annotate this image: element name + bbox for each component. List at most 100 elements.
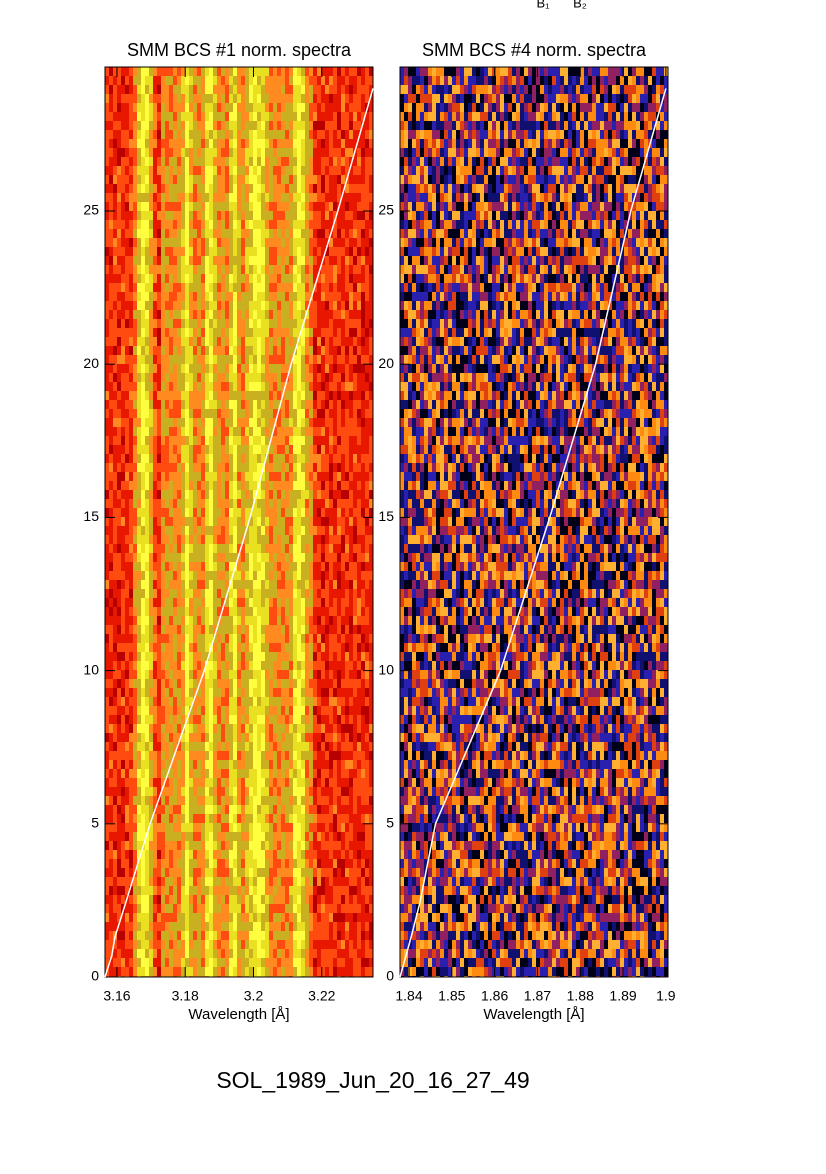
heatmap-cell — [153, 364, 157, 373]
heatmap-cell — [233, 67, 237, 76]
heatmap-cell — [253, 292, 257, 301]
heatmap-cell — [245, 157, 249, 166]
heatmap-cell — [201, 814, 205, 823]
heatmap-cell — [145, 679, 149, 688]
heatmap-cell — [209, 562, 213, 571]
heatmap-cell — [217, 337, 221, 346]
heatmap-cell — [153, 553, 157, 562]
heatmap-cell — [277, 67, 281, 76]
heatmap-cell — [145, 814, 149, 823]
heatmap-cell — [205, 967, 209, 976]
heatmap-cell — [105, 247, 109, 256]
heatmap-cell — [257, 229, 261, 238]
heatmap-cell — [137, 751, 141, 760]
heatmap-cell — [173, 220, 177, 229]
heatmap-cell — [189, 967, 193, 976]
heatmap-cell — [165, 193, 169, 202]
heatmap-cell — [277, 913, 281, 922]
heatmap-cell — [277, 760, 281, 769]
heatmap-cell — [105, 859, 109, 868]
heatmap-cell — [133, 733, 137, 742]
heatmap-cell — [189, 310, 193, 319]
heatmap-cell — [261, 553, 265, 562]
heatmap-cell — [213, 328, 217, 337]
heatmap-cell — [117, 553, 121, 562]
heatmap-cell — [109, 139, 113, 148]
heatmap-cell — [205, 175, 209, 184]
heatmap-cell — [277, 715, 281, 724]
heatmap-cell — [157, 949, 161, 958]
heatmap-cell — [273, 445, 277, 454]
heatmap-cell — [165, 580, 169, 589]
heatmap-cell — [189, 121, 193, 130]
heatmap-cell — [185, 454, 189, 463]
heatmap-cell — [253, 625, 257, 634]
heatmap-cell — [249, 877, 253, 886]
heatmap-cell — [265, 274, 269, 283]
heatmap-cell — [217, 958, 221, 967]
heatmap-cell — [209, 454, 213, 463]
heatmap-cell — [293, 247, 297, 256]
heatmap-cell — [129, 508, 133, 517]
heatmap-cell — [113, 247, 117, 256]
heatmap-cell — [153, 319, 157, 328]
heatmap-cell — [273, 625, 277, 634]
heatmap-cell — [153, 742, 157, 751]
heatmap-cell — [229, 67, 233, 76]
heatmap-cell — [157, 625, 161, 634]
heatmap-cell — [297, 409, 301, 418]
heatmap-cell — [161, 220, 165, 229]
heatmap-cell — [205, 589, 209, 598]
heatmap-cell — [121, 850, 125, 859]
heatmap-cell — [229, 175, 233, 184]
heatmap-cell — [245, 400, 249, 409]
heatmap-cell — [297, 760, 301, 769]
heatmap-cell — [193, 967, 197, 976]
heatmap-cell — [145, 94, 149, 103]
heatmap-cell — [229, 346, 233, 355]
heatmap-cell — [145, 337, 149, 346]
heatmap-cell — [141, 175, 145, 184]
heatmap-cell — [205, 733, 209, 742]
heatmap-cell — [129, 382, 133, 391]
heatmap-cell — [281, 805, 285, 814]
heatmap-cell — [285, 922, 289, 931]
heatmap-cell — [169, 949, 173, 958]
heatmap-cell — [277, 724, 281, 733]
heatmap-cell — [173, 283, 177, 292]
heatmap-cell — [133, 616, 137, 625]
heatmap-cell — [125, 940, 129, 949]
heatmap-cell — [293, 778, 297, 787]
heatmap-cell — [173, 706, 177, 715]
heatmap-cell — [193, 247, 197, 256]
heatmap-cell — [117, 832, 121, 841]
heatmap-cell — [105, 508, 109, 517]
heatmap-cell — [249, 571, 253, 580]
heatmap-cell — [201, 76, 205, 85]
heatmap-cell — [269, 544, 273, 553]
heatmap-cell — [265, 967, 269, 976]
heatmap-cell — [141, 67, 145, 76]
heatmap-cell — [197, 751, 201, 760]
heatmap-cell — [281, 634, 285, 643]
heatmap-cell — [265, 661, 269, 670]
heatmap-cell — [181, 427, 185, 436]
heatmap-cell — [141, 166, 145, 175]
heatmap-cell — [205, 445, 209, 454]
heatmap-cell — [205, 895, 209, 904]
heatmap-cell — [209, 157, 213, 166]
heatmap-cell — [133, 535, 137, 544]
heatmap-cell — [253, 283, 257, 292]
heatmap-cell — [285, 328, 289, 337]
heatmap-cell — [181, 760, 185, 769]
heatmap-cell — [121, 544, 125, 553]
heatmap-cell — [205, 67, 209, 76]
heatmap-cell — [229, 112, 233, 121]
heatmap-cell — [253, 499, 257, 508]
heatmap-cell — [217, 490, 221, 499]
heatmap-cell — [189, 760, 193, 769]
heatmap-cell — [205, 751, 209, 760]
heatmap-cell — [145, 319, 149, 328]
heatmap-cell — [149, 256, 153, 265]
heatmap-cell — [185, 202, 189, 211]
